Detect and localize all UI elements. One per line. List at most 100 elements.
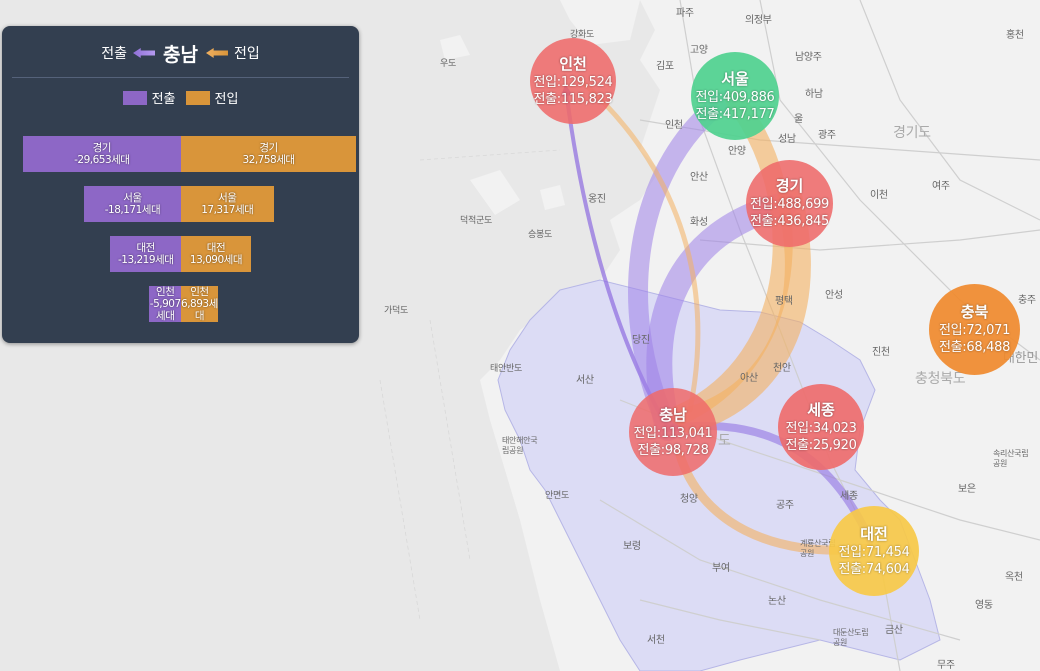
map-label: 인천 bbox=[665, 120, 683, 131]
map-label: 대둔산도립공원 bbox=[833, 628, 869, 647]
panel-title: 전출 충남 전입 bbox=[2, 40, 359, 66]
node-in: 전입:409,886 bbox=[695, 89, 775, 105]
bar-in-value: 32,758세대 bbox=[242, 154, 295, 166]
node-out: 전출:115,823 bbox=[533, 91, 613, 107]
flow-chungnam-to-gyeonggi bbox=[646, 192, 797, 441]
bar-in-value: 13,090세대 bbox=[189, 254, 243, 266]
node-chungbuk[interactable]: 충북 전입:72,071 전출:68,488 bbox=[929, 284, 1020, 375]
map-label: 남양주 bbox=[795, 52, 822, 63]
legend-item-in[interactable]: 전입 bbox=[185, 88, 239, 107]
map-label: 태안해안국립공원 bbox=[502, 436, 538, 455]
node-in: 전입:488,699 bbox=[749, 197, 830, 212]
node-out: 전출:68,488 bbox=[938, 340, 1011, 355]
node-out: 전출:74,604 bbox=[838, 561, 910, 577]
bar-out-0[interactable]: 경기 -29,653세대 bbox=[22, 136, 181, 172]
legend-swatch-in bbox=[185, 90, 210, 105]
land-islands bbox=[440, 0, 640, 215]
node-chungnam[interactable]: 충남 전입:113,041 전출:98,728 bbox=[629, 388, 717, 476]
node-in: 전입:113,041 bbox=[633, 425, 713, 441]
bar-in-0[interactable]: 경기 32,758세대 bbox=[181, 136, 356, 172]
node-sejong[interactable]: 세종 전입:34,023 전출:25,920 bbox=[778, 384, 864, 470]
bar-out-category: 대전 bbox=[136, 242, 156, 254]
node-out: 전출:436,845 bbox=[749, 214, 830, 229]
map-label: 승봉도 bbox=[528, 230, 552, 240]
bar-in-3[interactable]: 인천 6,893세대 bbox=[181, 286, 218, 322]
bar-in-category: 경기 bbox=[259, 142, 278, 154]
map-label: 덕적군도 bbox=[460, 216, 492, 226]
bar-out-category: 인천 bbox=[156, 286, 175, 298]
node-daejeon[interactable]: 대전 전입:71,454 전출:74,604 bbox=[829, 506, 919, 596]
map-label: 안산 bbox=[690, 172, 708, 183]
bar-out-value: -29,653세대 bbox=[74, 154, 130, 166]
map-label: 세종 bbox=[840, 491, 858, 502]
bar-in-value: 17,317세대 bbox=[201, 204, 254, 216]
map-label: 청양 bbox=[680, 494, 698, 505]
map-label: 우도 bbox=[440, 59, 456, 69]
bar-out-value: -18,171세대 bbox=[104, 204, 161, 216]
map-label: 충주 bbox=[1018, 295, 1036, 306]
map-label: 무주 bbox=[937, 660, 955, 671]
bar-out-value: -13,219세대 bbox=[118, 254, 174, 266]
map-label: 계룡산국립공원 bbox=[800, 539, 836, 558]
panel-out-label: 전출 bbox=[101, 46, 128, 62]
map-label: 안양 bbox=[728, 146, 746, 157]
node-incheon[interactable]: 인천 전입:129,524 전출:115,823 bbox=[530, 38, 616, 124]
map-label: 이천 bbox=[870, 190, 888, 201]
node-out: 전출:417,177 bbox=[695, 106, 775, 122]
node-gyeonggi[interactable]: 경기 전입:488,699 전출:436,845 bbox=[746, 160, 833, 247]
node-in: 전입:129,524 bbox=[533, 74, 613, 90]
map-label: 논산 bbox=[768, 596, 786, 607]
map-label: 공주 bbox=[776, 500, 794, 511]
map-label: 고양 bbox=[690, 45, 708, 56]
map-label: 도 bbox=[718, 433, 731, 449]
map-label: 경기도 bbox=[893, 125, 931, 141]
bar-out-3[interactable]: 인천 -5,907세대 bbox=[149, 286, 181, 322]
map-label: 파주 bbox=[676, 8, 694, 19]
bar-in-category: 서울 bbox=[218, 192, 237, 204]
bar-out-2[interactable]: 대전 -13,219세대 bbox=[110, 236, 181, 272]
panel-divider bbox=[12, 77, 349, 78]
node-name: 경기 bbox=[775, 177, 804, 195]
legend-item-out[interactable]: 전출 bbox=[122, 88, 176, 107]
flow-gyeonggi-to-chungnam bbox=[677, 187, 811, 433]
bar-in-value: 6,893세대 bbox=[181, 298, 218, 322]
map-label: 안성 bbox=[825, 290, 843, 301]
chart-legend: 전출 전입 bbox=[2, 88, 359, 107]
node-seoul[interactable]: 서울 전입:409,886 전출:417,177 bbox=[691, 52, 779, 140]
map-label: 충청북도 bbox=[915, 371, 966, 387]
map-label: 보령 bbox=[623, 541, 641, 552]
map-label: 화성 bbox=[690, 217, 708, 228]
map-label: 성남 bbox=[778, 134, 796, 145]
bar-out-1[interactable]: 서울 -18,171세대 bbox=[83, 186, 181, 222]
map-label: 영동 bbox=[975, 600, 993, 611]
legend-label-in: 전입 bbox=[214, 92, 239, 107]
bar-in-category: 인천 bbox=[190, 286, 209, 298]
map-label: 김포 bbox=[656, 61, 674, 72]
outflow-arrow-icon bbox=[133, 48, 156, 58]
map-label: 아산 bbox=[740, 373, 758, 384]
node-out: 전출:98,728 bbox=[637, 442, 709, 458]
bar-in-2[interactable]: 대전 13,090세대 bbox=[181, 236, 251, 272]
node-name: 인천 bbox=[559, 54, 587, 73]
map-label: 옹진 bbox=[588, 194, 606, 205]
node-in: 전입:34,023 bbox=[785, 420, 857, 436]
map-label: 태안반도 bbox=[490, 364, 522, 374]
bar-in-1[interactable]: 서울 17,317세대 bbox=[181, 186, 274, 222]
node-name: 서울 bbox=[721, 69, 749, 88]
map-label: 속리산국립공원 bbox=[993, 449, 1029, 468]
map-label: 홍천 bbox=[1006, 30, 1024, 41]
node-in: 전입:71,454 bbox=[838, 544, 910, 560]
map-label: 옥천 bbox=[1005, 572, 1023, 583]
migration-panel: 전출 충남 전입 전출 전입 경기 -29,653세대 경기 32,758세대 서울 -1… bbox=[2, 26, 359, 343]
map-label: 진천 bbox=[872, 347, 890, 358]
node-out: 전출:25,920 bbox=[785, 437, 857, 453]
map-label: 안면도 bbox=[545, 491, 569, 501]
map-label: 당진 bbox=[632, 335, 650, 346]
bar-out-value: -5,907세대 bbox=[149, 298, 181, 322]
map-label: 서산 bbox=[576, 375, 594, 386]
bar-out-category: 경기 bbox=[92, 142, 112, 154]
map-label: 의정부 bbox=[745, 15, 772, 26]
map-label: 부여 bbox=[712, 563, 730, 574]
outflow-arrows bbox=[560, 84, 874, 544]
